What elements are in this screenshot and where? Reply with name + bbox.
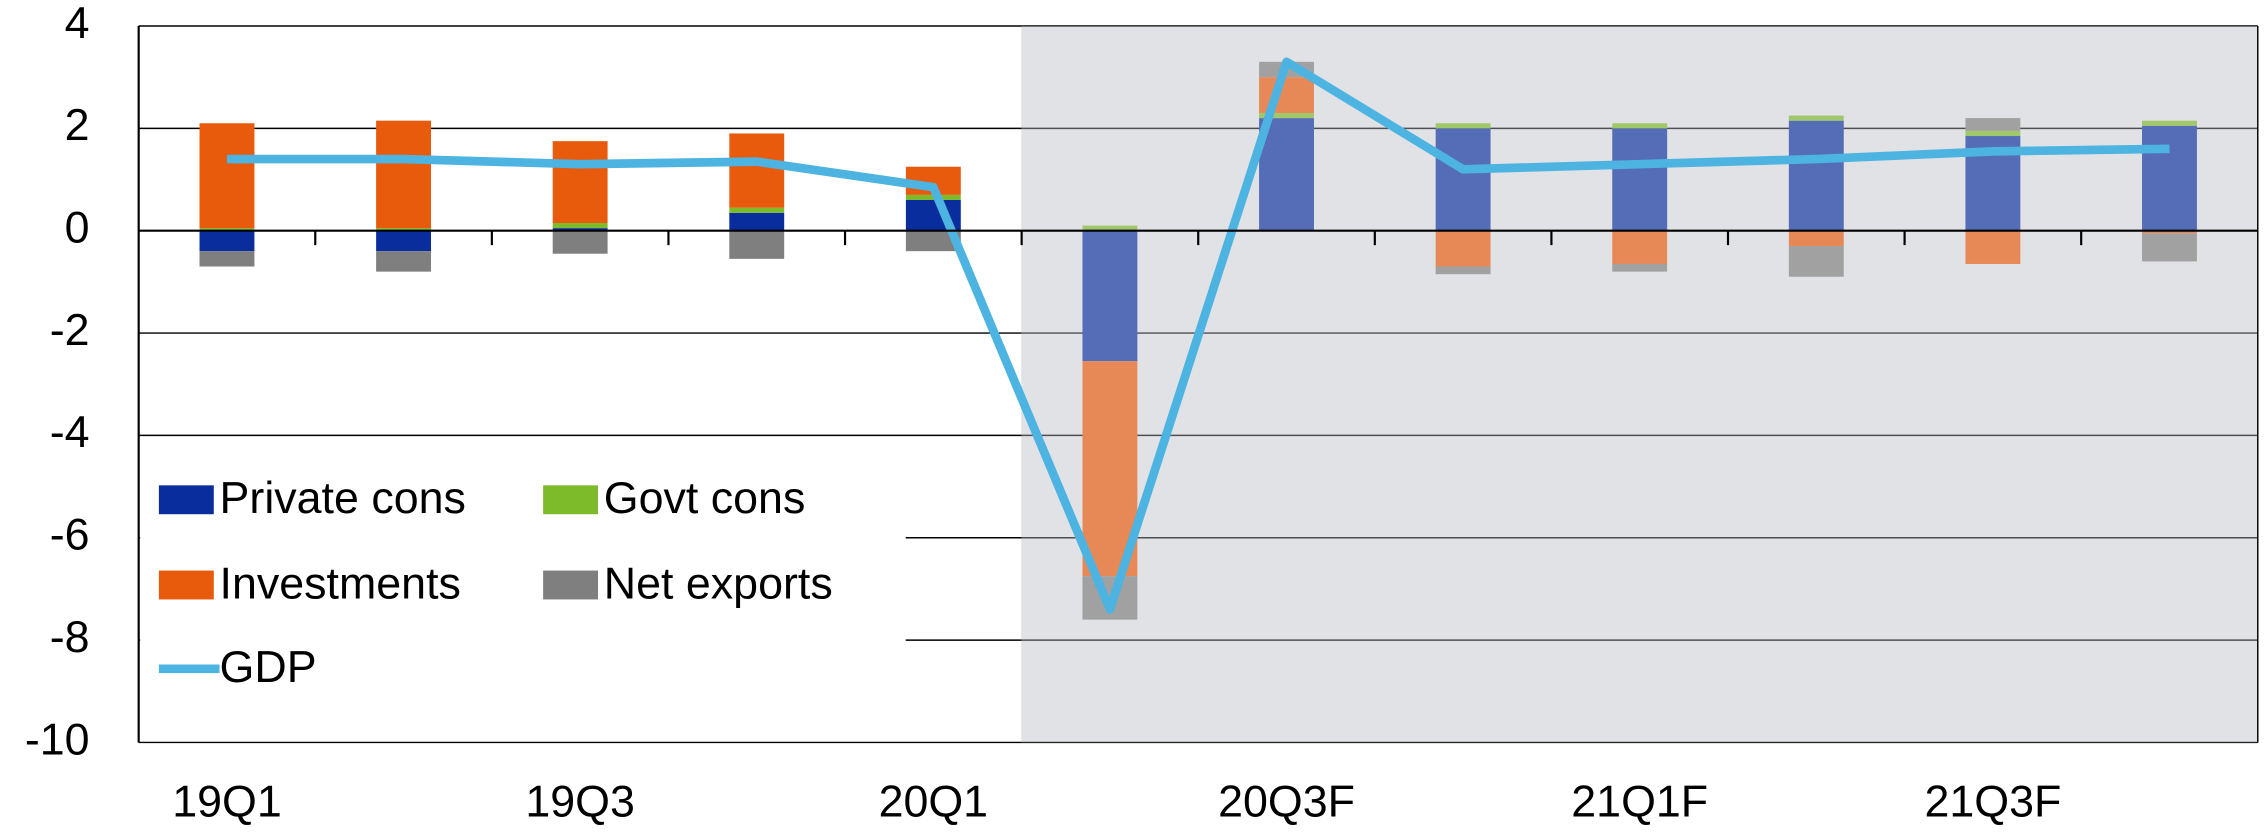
bar bbox=[376, 120, 432, 229]
y-tick-label: -2 bbox=[50, 305, 90, 355]
x-tick-label: 19Q3 bbox=[525, 776, 635, 826]
bar bbox=[376, 251, 432, 272]
bar bbox=[1612, 263, 1668, 272]
legend-label: Net exports bbox=[604, 558, 833, 608]
y-tick-label: -8 bbox=[50, 612, 90, 662]
bar bbox=[729, 230, 785, 259]
bar bbox=[2142, 120, 2197, 126]
bar bbox=[2142, 125, 2197, 231]
bar bbox=[1082, 225, 1138, 231]
legend-label: Investments bbox=[220, 558, 461, 608]
y-tick-label: 4 bbox=[65, 0, 90, 48]
bar bbox=[376, 228, 432, 231]
bar bbox=[1965, 230, 2021, 264]
bar bbox=[1259, 112, 1314, 119]
bar bbox=[1788, 115, 1844, 121]
forecast-tint bbox=[1021, 26, 2258, 743]
legend-swatch bbox=[158, 485, 214, 515]
bar bbox=[199, 123, 255, 229]
legend-box bbox=[140, 465, 906, 711]
x-tick-label: 21Q1F bbox=[1571, 776, 1708, 826]
bar bbox=[1435, 230, 1491, 267]
bar bbox=[1965, 118, 2021, 131]
bar bbox=[1612, 128, 1668, 231]
x-tick-label: 19Q1 bbox=[172, 776, 282, 826]
y-tick-label: -4 bbox=[50, 407, 90, 457]
bar bbox=[729, 212, 785, 231]
bar bbox=[2142, 233, 2197, 262]
bar bbox=[552, 141, 608, 224]
legend-label: Govt cons bbox=[604, 473, 806, 523]
bar bbox=[1788, 230, 1844, 247]
bar bbox=[1435, 128, 1491, 231]
bar bbox=[729, 207, 785, 213]
bar bbox=[1788, 120, 1844, 231]
bar bbox=[552, 228, 608, 231]
bar bbox=[2142, 230, 2197, 234]
bar bbox=[1082, 230, 1138, 362]
bar bbox=[1435, 123, 1491, 129]
x-tick-label: 21Q3F bbox=[1924, 776, 2061, 826]
bar bbox=[1612, 230, 1668, 264]
bar bbox=[199, 230, 255, 252]
bar bbox=[199, 228, 255, 231]
x-tick-label: 20Q3F bbox=[1218, 776, 1355, 826]
bar bbox=[552, 230, 608, 254]
x-tick-label: 20Q1 bbox=[879, 776, 989, 826]
bar bbox=[376, 230, 432, 252]
legend-swatch bbox=[543, 570, 599, 600]
line bbox=[226, 57, 2170, 614]
legend-swatch bbox=[158, 570, 214, 600]
legend-label: GDP bbox=[220, 642, 317, 692]
legend-label: Private cons bbox=[220, 473, 466, 523]
y-tick-label: -6 bbox=[50, 510, 90, 560]
y-tick-label: 2 bbox=[65, 100, 90, 150]
bar bbox=[1788, 246, 1844, 277]
bar bbox=[1259, 118, 1314, 231]
bar bbox=[729, 133, 785, 208]
bar bbox=[1612, 123, 1668, 129]
y-tick-label: -10 bbox=[25, 714, 90, 764]
y-tick-label: 0 bbox=[65, 203, 90, 253]
bar bbox=[905, 230, 961, 252]
legend-swatch bbox=[543, 485, 599, 515]
bar bbox=[1435, 266, 1491, 275]
bar bbox=[199, 251, 255, 267]
bar bbox=[552, 223, 608, 229]
bar bbox=[1965, 130, 2021, 137]
